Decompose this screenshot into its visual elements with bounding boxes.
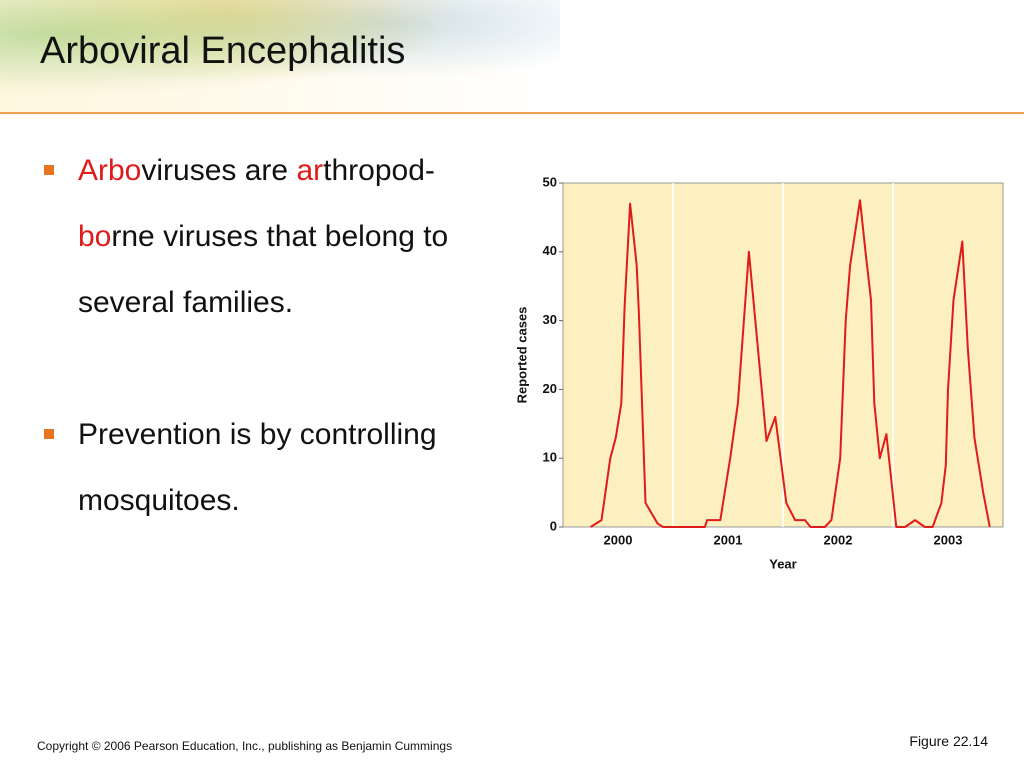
text: Prevention is by controlling mosquitoes. [78,418,437,517]
slide-title: Arboviral Encephalitis [40,30,406,72]
y-axis-label: Reported cases [514,307,529,404]
highlight: ar [296,154,324,187]
x-tick-label: 2000 [604,532,633,547]
header-decoration [0,0,560,112]
y-tick-label: 0 [550,518,557,533]
y-tick-label: 10 [543,450,557,465]
highlight: Arbo [78,154,142,187]
data-line [589,199,991,528]
highlight: bo [78,220,112,253]
text: rne viruses that belong to several famil… [78,220,449,319]
x-tick-label: 2003 [934,532,963,547]
text: viruses are [141,154,297,187]
y-tick-label: 20 [543,381,557,396]
x-tick-label: 2001 [714,532,743,547]
bullet: Prevention is by controlling mosquitoes. [44,402,488,534]
bullet: Arboviruses are arthropod-borne viruses … [44,138,488,336]
x-axis-label: Year [769,556,796,571]
x-tick-label: 2002 [824,532,853,547]
figure-label: Figure 22.14 [909,733,988,749]
copyright: Copyright © 2006 Pearson Education, Inc.… [37,739,453,753]
title-rule [0,112,1024,114]
y-tick-label: 40 [543,243,557,258]
y-tick-label: 50 [543,174,557,189]
text: thropod- [323,154,435,187]
y-tick-label: 30 [543,312,557,327]
